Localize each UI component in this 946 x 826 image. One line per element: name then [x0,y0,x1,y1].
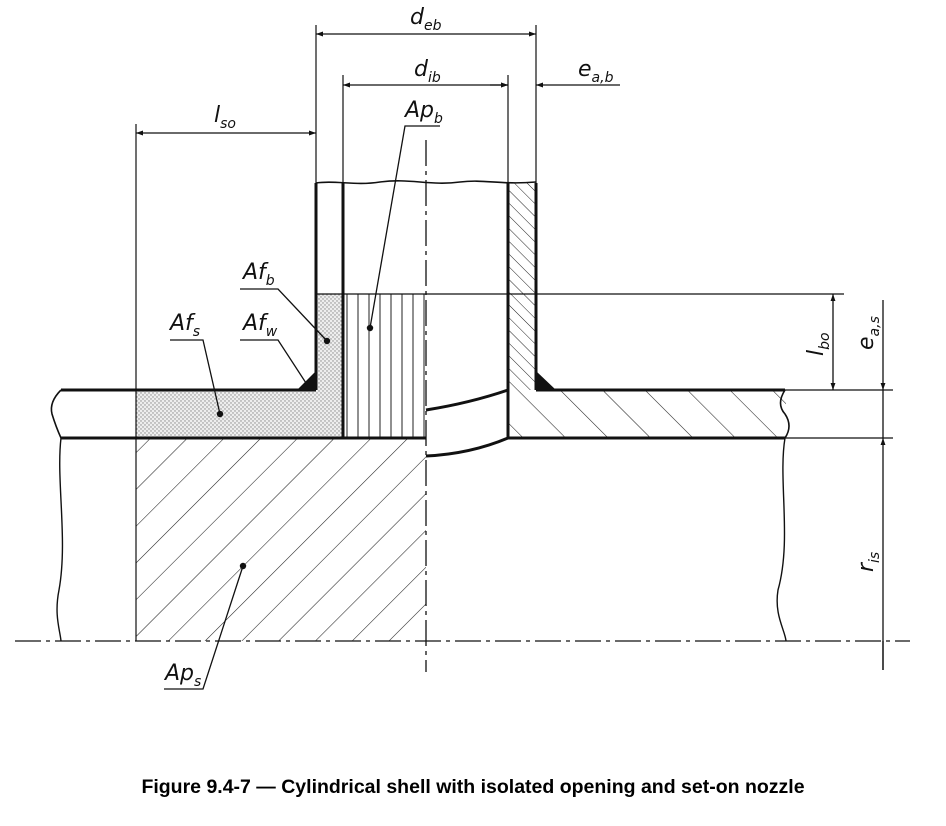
weld-left [297,371,316,390]
dimension-lines [136,31,886,670]
label-dib: dib [414,57,441,86]
label-aps: Aps [163,661,201,690]
area-apb-lines [343,294,426,439]
opening-edge [425,388,509,458]
label-eas: ea,s [854,316,883,350]
figure-caption: Figure 9.4-7 — Cylindrical shell with is… [141,776,805,798]
area-aps-hatch [136,438,426,641]
leader-afs [170,339,221,415]
leader-dots [216,324,374,570]
leader-afw [240,339,307,384]
shell-right-hatch [508,390,786,438]
label-eab: ea,b [578,57,614,86]
label-afw: Afw [241,311,278,340]
leader-apb [369,125,440,329]
label-afb: Afb [241,260,275,289]
label-apb: Apb [403,98,443,127]
label-lso: lso [214,103,236,132]
leader-aps [164,565,244,690]
center-lines [15,140,910,672]
label-afs: Afs [168,311,200,340]
area-afs-dots [136,390,343,438]
nozzle-wall-hatch [508,183,536,390]
label-ris: ris [854,552,883,572]
leaders [164,125,440,690]
leader-afb [240,288,328,342]
extension-lines [135,25,893,641]
label-deb: deb [410,5,442,34]
nozzle [314,180,538,438]
label-lbo: lbo [804,332,833,356]
weld-right [536,371,556,390]
